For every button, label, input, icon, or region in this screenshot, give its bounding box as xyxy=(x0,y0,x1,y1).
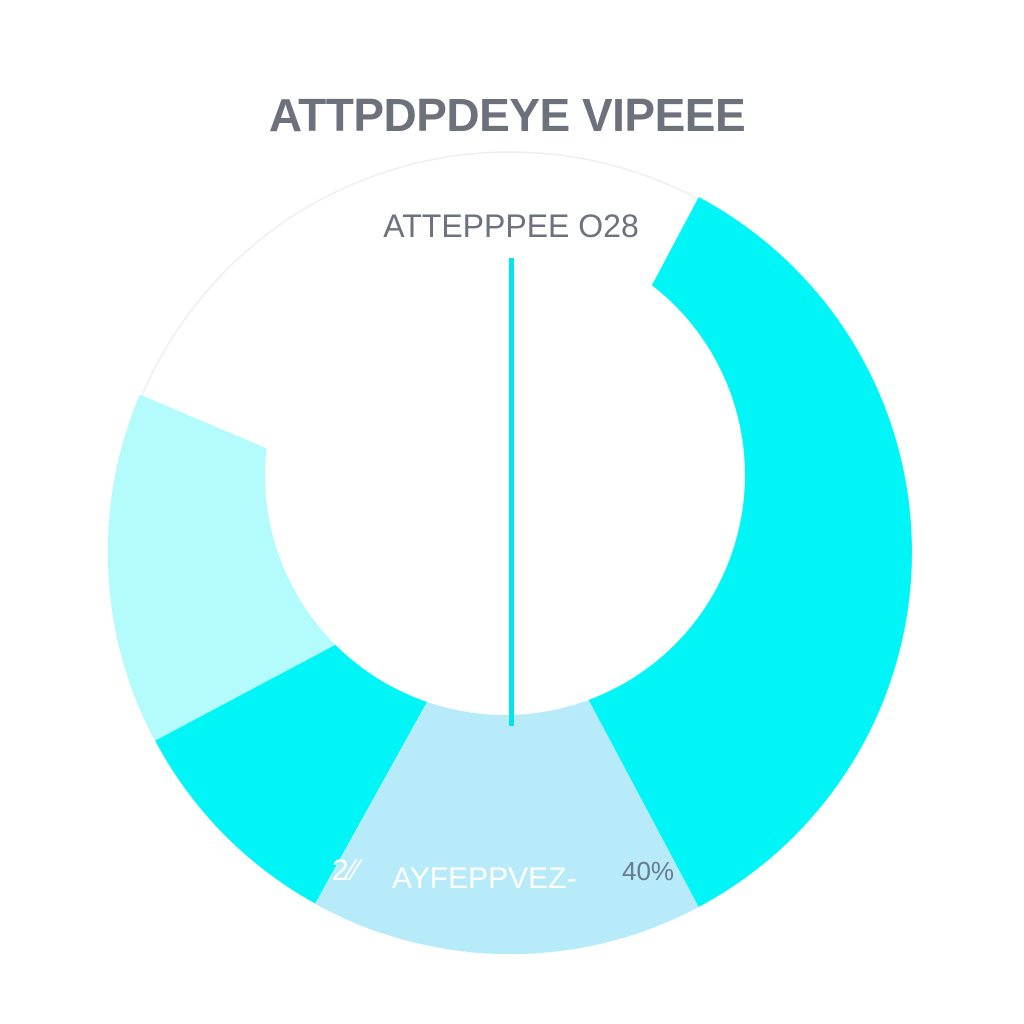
chart-title: ATTPDPDEYE VIPEEE xyxy=(268,89,746,141)
slice-label-2: AYFEPPVEZ- xyxy=(392,862,576,895)
divider-line xyxy=(509,258,514,726)
inner-hole xyxy=(265,235,745,715)
slice-label-1: 2⁄⁄ xyxy=(332,854,363,887)
pie-slice-pale-blue xyxy=(315,552,699,954)
slice-label-3: 40% xyxy=(622,856,674,886)
slice-labels: 2⁄⁄ AYFEPPVEZ- 40% xyxy=(332,854,674,895)
chart-subtitle: ATTEPPPEE O28 xyxy=(383,208,639,244)
